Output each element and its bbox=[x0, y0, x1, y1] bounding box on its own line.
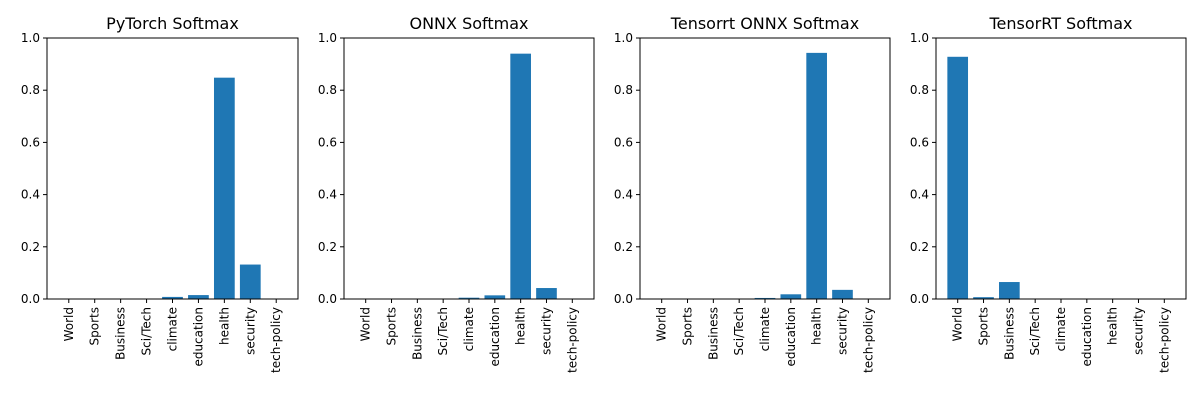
bar bbox=[213, 77, 235, 299]
x-tick-label: World bbox=[359, 307, 373, 341]
bar bbox=[458, 297, 480, 299]
y-tick-label: 0.8 bbox=[910, 83, 929, 97]
y-tick-label: 0.4 bbox=[318, 188, 337, 202]
x-tick-label: Sci/Tech bbox=[140, 307, 154, 355]
y-tick-label: 0.2 bbox=[910, 240, 929, 254]
x-tick-label: climate bbox=[166, 307, 180, 351]
y-tick-label: 1.0 bbox=[614, 31, 633, 45]
x-tick-label: health bbox=[514, 307, 528, 345]
x-tick-label: Business bbox=[1002, 307, 1016, 360]
x-tick-label: World bbox=[655, 307, 669, 341]
y-tick-label: 0.6 bbox=[21, 135, 40, 149]
chart-title: ONNX Softmax bbox=[409, 14, 528, 33]
x-tick-label: education bbox=[488, 307, 502, 367]
axes-frame bbox=[935, 37, 1187, 300]
x-tick-label: climate bbox=[1054, 307, 1068, 351]
x-tick-label: education bbox=[1080, 307, 1094, 367]
y-tick-label: 0.0 bbox=[318, 292, 337, 306]
x-tick-label: health bbox=[1106, 307, 1120, 345]
x-tick-label: World bbox=[62, 307, 76, 341]
y-tick-label: 0.4 bbox=[21, 188, 40, 202]
y-tick-label: 0.0 bbox=[910, 292, 929, 306]
y-tick-label: 0.2 bbox=[21, 240, 40, 254]
bar bbox=[239, 264, 261, 299]
bar bbox=[780, 294, 802, 299]
x-tick-label: health bbox=[810, 307, 824, 345]
y-tick-label: 1.0 bbox=[21, 31, 40, 45]
x-tick-label: World bbox=[951, 307, 965, 341]
x-tick-label: climate bbox=[462, 307, 476, 351]
x-tick-label: security bbox=[539, 307, 553, 355]
y-tick-label: 0.6 bbox=[910, 135, 929, 149]
bar bbox=[806, 52, 827, 299]
y-tick-label: 0.2 bbox=[318, 240, 337, 254]
y-tick-label: 0.4 bbox=[614, 188, 633, 202]
bar bbox=[188, 295, 209, 299]
x-tick-label: health bbox=[217, 307, 231, 345]
x-tick-label: climate bbox=[758, 307, 772, 351]
bar bbox=[832, 289, 853, 299]
y-tick-label: 1.0 bbox=[910, 31, 929, 45]
chart-title: TensorRT Softmax bbox=[989, 14, 1133, 33]
y-tick-label: 0.8 bbox=[614, 83, 633, 97]
x-tick-label: tech-policy bbox=[1157, 307, 1171, 373]
bar bbox=[947, 56, 969, 300]
y-tick-label: 1.0 bbox=[318, 31, 337, 45]
x-tick-label: Sci/Tech bbox=[732, 307, 746, 355]
x-tick-label: tech-policy bbox=[269, 307, 283, 373]
x-tick-label: Business bbox=[706, 307, 720, 360]
axes-frame bbox=[46, 37, 299, 300]
y-tick-label: 0.2 bbox=[614, 240, 633, 254]
x-tick-label: Sports bbox=[681, 307, 695, 345]
y-tick-label: 0.6 bbox=[614, 135, 633, 149]
y-tick-label: 0.4 bbox=[910, 188, 929, 202]
x-tick-label: Business bbox=[410, 307, 424, 360]
bar bbox=[536, 288, 557, 299]
chart-title: PyTorch Softmax bbox=[106, 14, 239, 33]
bar bbox=[999, 282, 1020, 299]
x-tick-label: Sci/Tech bbox=[436, 307, 450, 355]
x-tick-label: Sports bbox=[385, 307, 399, 345]
x-tick-label: security bbox=[1131, 307, 1145, 355]
bar bbox=[162, 296, 183, 299]
x-tick-label: Sports bbox=[88, 307, 102, 345]
chart-title: Tensorrt ONNX Softmax bbox=[670, 14, 859, 33]
y-tick-label: 0.6 bbox=[318, 135, 337, 149]
x-tick-label: security bbox=[835, 307, 849, 355]
y-tick-label: 0.0 bbox=[614, 292, 633, 306]
x-tick-label: education bbox=[784, 307, 798, 367]
bar bbox=[754, 297, 776, 299]
x-tick-label: education bbox=[191, 307, 205, 367]
x-tick-label: Sports bbox=[977, 307, 991, 345]
y-tick-label: 0.8 bbox=[21, 83, 40, 97]
axes-frame bbox=[343, 37, 595, 300]
axes-frame bbox=[639, 37, 891, 300]
bar bbox=[484, 295, 506, 299]
y-tick-label: 0.0 bbox=[21, 292, 40, 306]
bar bbox=[510, 53, 531, 299]
x-tick-label: security bbox=[243, 307, 257, 355]
x-tick-label: tech-policy bbox=[565, 307, 579, 373]
x-tick-label: tech-policy bbox=[861, 307, 875, 373]
x-tick-label: Business bbox=[114, 307, 128, 360]
x-tick-label: Sci/Tech bbox=[1028, 307, 1042, 355]
bar bbox=[973, 297, 994, 299]
y-tick-label: 0.8 bbox=[318, 83, 337, 97]
